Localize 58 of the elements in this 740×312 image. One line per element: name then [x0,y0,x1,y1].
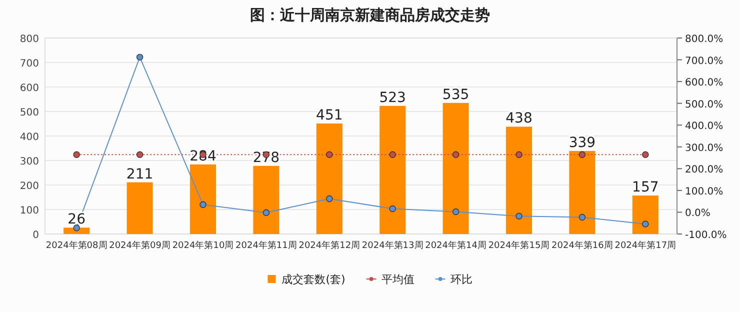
y2-tick-label: 500.0% [685,99,724,110]
y-tick-label: 300 [20,156,39,168]
point [516,212,522,220]
y-tick-label: 200 [20,181,39,192]
bar [569,150,596,234]
point [389,205,396,212]
y-tick-label: 100 [20,206,39,216]
y-tick-label: 0 [32,230,39,241]
data-label: 523 [379,90,406,106]
legend-label: 环比 [450,273,472,286]
legend-label: 成交套数(套) [282,273,346,286]
data-label: 211 [126,166,154,182]
y2-tick-label: 700.0% [685,56,724,67]
data-label: 438 [506,110,532,127]
x-tick-label: 2024年第14周 [425,240,486,251]
data-label: 157 [632,180,659,196]
bar [316,124,342,234]
data-label: 535 [442,86,470,103]
bar [442,102,469,234]
x-tick-label: 2024年第16周 [552,240,613,251]
y-tick-label: 800 [20,34,39,45]
y2-tick-label: 100.0% [685,186,724,198]
point [262,209,270,216]
x-tick-label: 2024年第17周 [614,240,676,251]
point [326,195,333,202]
x-tick-label: 2024年第13周 [362,240,424,251]
bar [253,166,280,234]
point [642,220,649,228]
y2-tick-label: -100.0% [685,230,727,241]
y2-tick-label: 600.0% [685,78,724,89]
y-tick-label: 600 [20,83,39,94]
point [578,214,586,221]
y2-tick-label: 400.0% [685,121,724,132]
y-tick-label: 400 [20,132,39,143]
y2-tick-label: 300.0% [685,142,724,154]
bar [190,164,216,234]
bar [126,182,153,234]
x-tick-label: 2024年第11周 [236,240,297,251]
legend-label: 平均值 [381,273,414,286]
y-tick-label: 500 [20,108,39,118]
x-tick-label: 2024年第15周 [488,240,550,251]
data-label: 339 [568,134,596,151]
point [136,54,144,61]
data-label: 451 [316,108,343,124]
x-tick-label: 2024年第09周 [109,240,170,251]
x-tick-label: 2024年第10周 [172,240,234,251]
chart-title: 图：近十周南京新建商品房成交走势 [250,6,490,24]
x-tick-label: 2024年第12周 [298,240,360,251]
bar [506,126,532,234]
point [452,208,460,216]
y2-tick-label: 0.0% [685,208,710,220]
point [200,201,206,208]
x-tick-label: 2024年第08周 [46,240,108,251]
y-tick-label: 700 [20,58,39,70]
y2-tick-label: 800.0% [685,34,724,45]
y2-tick-label: 200.0% [685,164,724,176]
bar [380,106,406,234]
bar [632,196,658,234]
